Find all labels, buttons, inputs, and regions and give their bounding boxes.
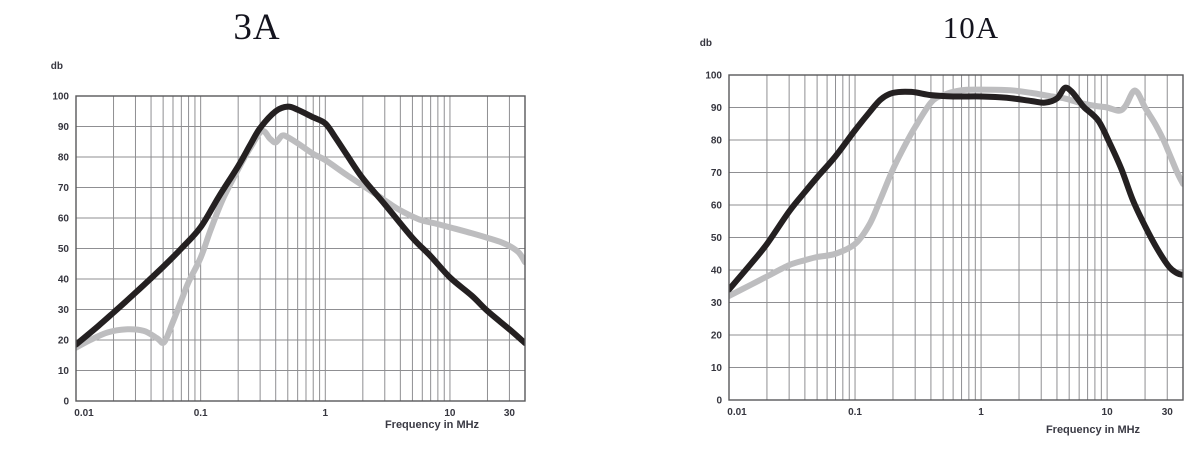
chart-title-3a: 3A: [233, 7, 281, 48]
y-axis-unit-label: db: [699, 38, 712, 49]
black-curve: [729, 84, 1183, 293]
y-axis-unit-label: db: [50, 61, 63, 72]
y-tick-label: 70: [58, 183, 70, 194]
y-tick-label: 50: [711, 233, 723, 244]
plot-border: [75, 95, 526, 402]
grid: [728, 74, 1183, 401]
curves: [729, 84, 1183, 299]
plot-area-10a: 0 10 20 30 40 50 60 70 80 90 100 0.01 0.1 1 10 30: [705, 71, 1184, 418]
x-tick-label: 30: [504, 408, 516, 419]
plot-area-3a: 0 10 20 30 40 50 60 70 80 90 100 0.01 0.1 1 10 30: [52, 92, 526, 419]
y-tick-label: 70: [711, 168, 723, 179]
x-tick-label: 1: [978, 407, 984, 418]
y-tick-labels: 0 10 20 30 40 50 60 70 80 90 100: [705, 71, 722, 407]
y-tick-label: 20: [58, 336, 70, 347]
x-tick-label: 0.01: [74, 408, 94, 419]
x-tick-label: 30: [1162, 407, 1174, 418]
x-tick-label: 1: [323, 408, 329, 419]
x-tick-label: 0.1: [194, 408, 208, 419]
y-tick-label: 0: [716, 396, 722, 407]
y-tick-label: 100: [52, 92, 69, 103]
x-axis-title: Frequency in MHz: [384, 419, 480, 431]
x-tick-label: 10: [444, 408, 456, 419]
y-tick-label: 40: [711, 266, 723, 277]
gray-curve: [729, 86, 1183, 299]
plot-border: [728, 74, 1184, 401]
y-tick-label: 100: [705, 71, 722, 82]
y-tick-label: 0: [63, 397, 69, 408]
y-tick-label: 20: [711, 331, 723, 342]
x-tick-label: 10: [1102, 407, 1114, 418]
x-tick-labels: 0.01 0.1 1 10 30: [74, 408, 515, 419]
y-tick-label: 60: [58, 214, 70, 225]
x-tick-labels: 0.01 0.1 1 10 30: [727, 407, 1173, 418]
chart-title-10a: 10A: [942, 10, 1000, 45]
y-tick-label: 50: [58, 244, 70, 255]
x-axis-title: Frequency in MHz: [1045, 424, 1141, 436]
y-tick-label: 90: [58, 122, 70, 133]
y-tick-label: 10: [711, 363, 723, 374]
gray-curve: [76, 127, 525, 351]
curves: [76, 103, 525, 351]
black-curve: [76, 103, 525, 348]
y-tick-label: 90: [711, 103, 723, 114]
y-tick-label: 80: [711, 136, 723, 147]
y-tick-label: 40: [58, 275, 70, 286]
y-tick-labels: 0 10 20 30 40 50 60 70 80 90 100: [52, 92, 69, 408]
y-tick-label: 30: [58, 305, 70, 316]
y-tick-label: 60: [711, 201, 723, 212]
y-tick-label: 30: [711, 298, 723, 309]
y-tick-label: 80: [58, 153, 70, 164]
y-tick-label: 10: [58, 366, 70, 377]
x-tick-label: 0.01: [727, 407, 747, 418]
x-tick-label: 0.1: [848, 407, 862, 418]
